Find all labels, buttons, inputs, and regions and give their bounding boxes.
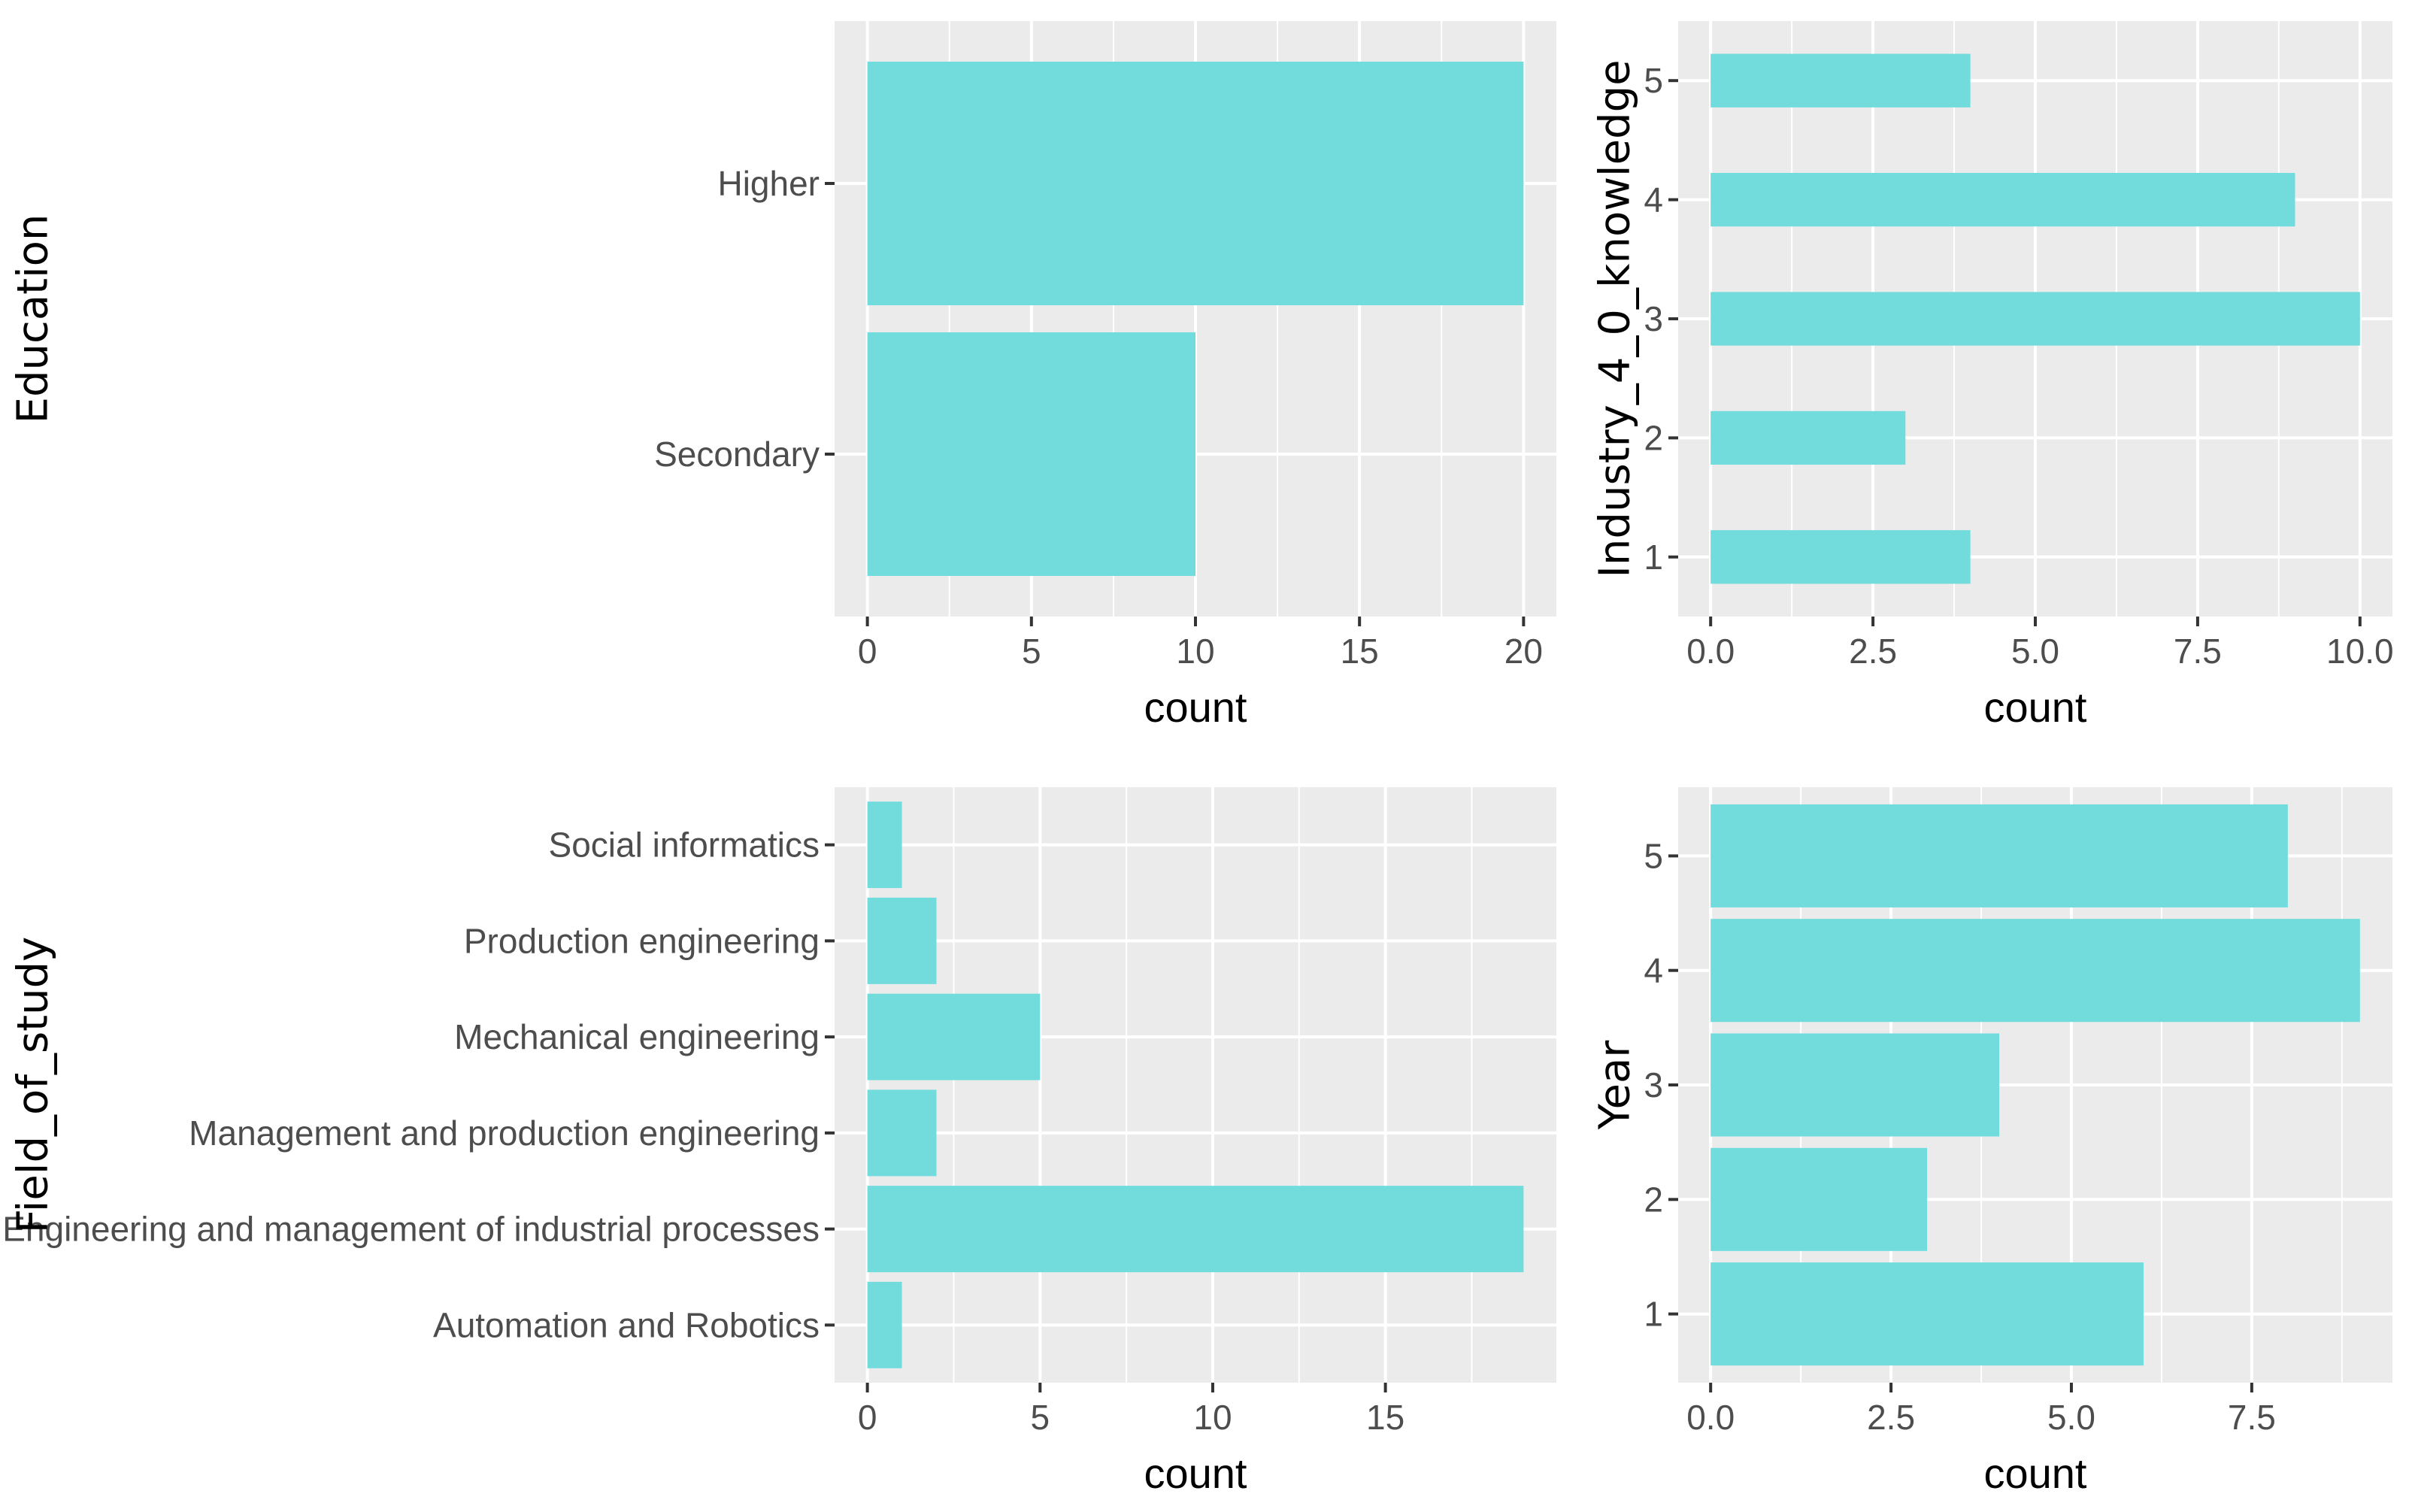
- y-tick-label: 2: [1644, 1180, 1663, 1219]
- bar-automation-and-robotics: [867, 1281, 902, 1368]
- x-tick-label: 10: [1193, 1398, 1232, 1437]
- x-tick-label: 5: [1031, 1398, 1050, 1437]
- industry-knowledge-chart: 1 2 3 4 5 0.0 2.5 5.0 7.5 10.0 count Industry_4_0_k…: [1591, 21, 2394, 731]
- x-tick-label: 15: [1341, 632, 1379, 671]
- y-tick-label: 3: [1644, 1065, 1663, 1104]
- y-tick-label: 1: [1644, 1295, 1663, 1334]
- x-tick-label: 0: [858, 632, 877, 671]
- x-axis-title: count: [1144, 1450, 1247, 1497]
- y-tick-label: Secondary: [654, 435, 820, 474]
- y-tick-label: Automation and Robotics: [433, 1305, 820, 1344]
- x-tick-label: 5.0: [2047, 1398, 2095, 1437]
- education-chart: Secondary Higher 0 5 10 15 20 count Education: [9, 21, 1556, 731]
- x-tick-label: 10: [1176, 632, 1214, 671]
- x-tick-label: 2.5: [1849, 632, 1897, 671]
- y-tick-label: 4: [1644, 180, 1663, 220]
- y-axis-title: Year: [1591, 1040, 1640, 1131]
- y-tick-label: 2: [1644, 418, 1663, 457]
- bar-1: [1710, 1262, 2144, 1366]
- x-tick-label: 10.0: [2326, 632, 2394, 671]
- x-tick-label: 0: [858, 1398, 877, 1437]
- y-tick-label: 3: [1644, 299, 1663, 338]
- bar-1: [1710, 530, 1971, 584]
- y-tick-label: 5: [1644, 61, 1663, 100]
- y-tick-label: 5: [1644, 836, 1663, 875]
- y-tick-label: Higher: [717, 164, 820, 203]
- year-chart: 1 2 3 4 5 0.0 2.5 5.0 7.5 count Year: [1591, 787, 2392, 1497]
- bar-2: [1710, 411, 1906, 465]
- x-axis-title: count: [1984, 1450, 2087, 1497]
- y-tick-label: Engineering and management of industrial…: [2, 1210, 820, 1249]
- x-tick-label: 5.0: [2011, 632, 2059, 671]
- y-tick-label: 1: [1644, 538, 1663, 577]
- y-axis-title: Education: [9, 214, 58, 424]
- y-axis-title: Field_of_study: [9, 937, 58, 1234]
- x-tick-label: 15: [1366, 1398, 1404, 1437]
- x-axis-title: count: [1984, 683, 2087, 731]
- y-tick-label: Production engineering: [464, 921, 820, 960]
- bar-4: [1710, 919, 2360, 1023]
- x-axis-title: count: [1144, 683, 1247, 731]
- bar-engineering-and-management-of-industrial-processes: [867, 1186, 1524, 1273]
- bar-mechanical-engineering: [867, 993, 1041, 1080]
- y-axis-title: Industry_4_0_knowledge: [1591, 59, 1640, 577]
- panel-background: [835, 787, 1556, 1383]
- bar-3: [1710, 292, 2360, 346]
- x-tick-label: 7.5: [2228, 1398, 2276, 1437]
- field-of-study-chart: Automation and Robotics Engineering and m…: [2, 787, 1556, 1497]
- bar-management-and-production-engineering: [867, 1089, 937, 1177]
- y-tick-label: Management and production engineering: [189, 1114, 820, 1153]
- bar-higher: [867, 62, 1524, 305]
- y-tick-label: 4: [1644, 951, 1663, 990]
- y-tick-label: Mechanical engineering: [454, 1017, 820, 1056]
- bar-3: [1710, 1033, 2000, 1137]
- bar-production-engineering: [867, 897, 937, 984]
- bar-5: [1710, 53, 1971, 108]
- bar-4: [1710, 172, 2295, 227]
- y-tick-label: Social informatics: [549, 826, 820, 865]
- x-tick-label: 20: [1504, 632, 1543, 671]
- x-tick-label: 0.0: [1686, 1398, 1735, 1437]
- x-tick-label: 7.5: [2174, 632, 2222, 671]
- bar-social-informatics: [867, 801, 902, 889]
- x-tick-label: 0.0: [1686, 632, 1735, 671]
- bar-2: [1710, 1147, 1928, 1251]
- bar-secondary: [867, 332, 1195, 576]
- x-tick-label: 5: [1022, 632, 1041, 671]
- bar-5: [1710, 804, 2288, 908]
- x-tick-label: 2.5: [1867, 1398, 1915, 1437]
